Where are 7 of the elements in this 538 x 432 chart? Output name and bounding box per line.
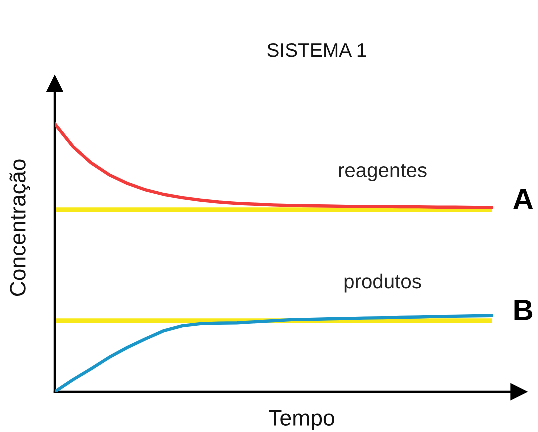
chart-title: SISTEMA 1: [268, 43, 366, 58]
y-axis-title: Concentração: [10, 160, 30, 296]
ref-line-label: A: [514, 189, 534, 210]
series-label: reagentes: [339, 164, 427, 182]
ref-line-label: B: [514, 300, 533, 320]
series-label: produtos: [344, 274, 422, 293]
x-axis-title: Tempo: [269, 410, 334, 430]
